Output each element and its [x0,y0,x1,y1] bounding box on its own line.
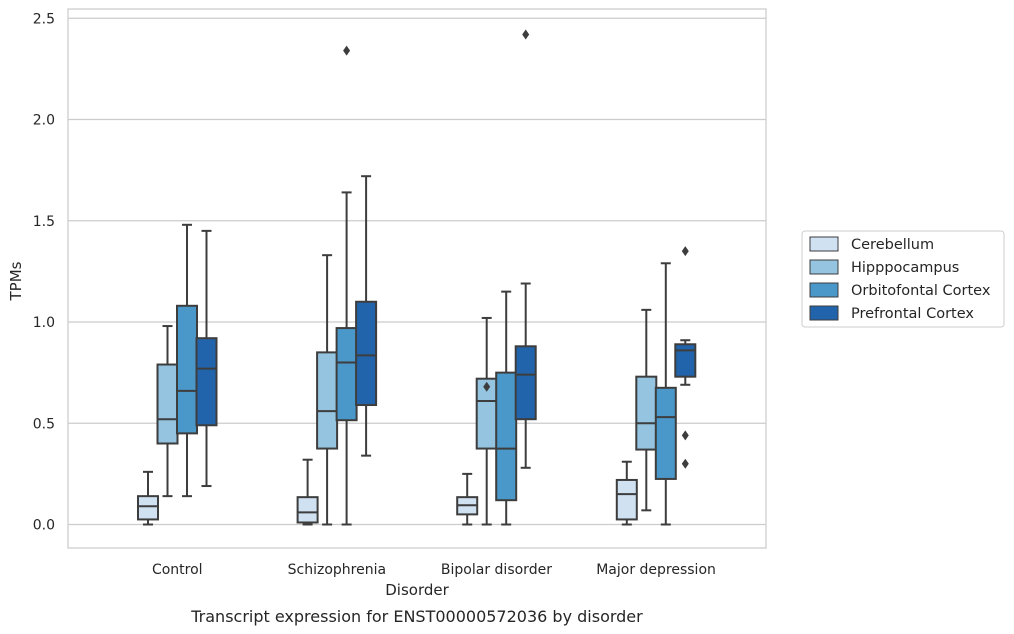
box-hipppocampus [316,254,339,526]
box-iqr [355,300,378,407]
y-tick-label: 1.0 [33,315,55,331]
outlier-point [343,45,351,56]
y-tick-label: 2.0 [33,113,55,129]
box-orbitofontal-cortex [176,223,198,498]
legend-swatch [809,236,839,252]
box-prefrontal-cortex [355,175,378,457]
legend: Cerebellum Hipppocampus Orbitofontal Corte… [801,230,1005,328]
box-iqr [674,343,697,378]
legend-label: Orbitofontal Cortex [851,283,991,299]
legend-swatch [809,305,839,321]
legend-label: Hipppocampus [851,260,959,276]
y-tick-labels: 0.0 0.5 1.0 1.5 2.0 2.5 [33,11,55,533]
box-iqr [176,304,198,435]
box-cerebellum [615,460,638,526]
box-iqr [615,478,638,521]
box-cerebellum [296,458,319,526]
box-hipppocampus [156,325,179,498]
x-axis-title: Disorder [385,581,449,599]
box-iqr [495,371,518,502]
box-orbitofontal-cortex [654,262,677,526]
x-tick-label: Schizophrenia [288,562,386,578]
legend-label: Prefrontal Cortex [851,306,974,322]
legend-frame [801,230,1005,328]
legend-swatch [809,259,839,275]
plot-frame [67,8,767,549]
legend-items: Cerebellum Hipppocampus Orbitofontal Corte… [809,236,991,322]
box-cerebellum [456,472,479,526]
box-prefrontal-cortex [195,229,218,488]
box-iqr [137,495,159,521]
box-prefrontal-cortex [674,246,697,469]
outlier-point [483,381,491,392]
box-iqr [156,363,179,445]
y-tick-label: 0.0 [33,518,55,534]
chart-caption: Transcript expression for ENST0000057203… [190,607,643,626]
box-prefrontal-cortex [514,29,537,469]
x-tick-label: Bipolar disorder [441,562,552,578]
legend-label: Cerebellum [851,237,934,253]
box-iqr [195,337,218,427]
box-iqr [514,345,537,421]
box-orbitofontal-cortex [335,45,358,526]
box-iqr [654,386,677,480]
x-tick-labels: Control Schizophrenia Bipolar disorder Majo… [152,562,716,578]
x-tick-label: Control [152,562,203,578]
legend-swatch [809,282,839,298]
box-iqr [335,327,358,422]
box-iqr [296,496,319,524]
y-tick-label: 0.5 [33,416,55,432]
outlier-point [681,430,689,441]
box-iqr [635,375,658,451]
box-hipppocampus [635,308,658,512]
box-hipppocampus [475,316,498,526]
y-tick-label: 2.5 [33,11,55,27]
box-iqr [316,351,339,450]
y-axis-title: TPMs [7,261,25,301]
outlier-point [681,246,689,257]
outlier-point [681,458,689,469]
box-cerebellum [137,470,159,526]
y-tick-label: 1.5 [33,214,55,230]
box-orbitofontal-cortex [495,290,518,526]
boxes [137,29,697,526]
x-tick-label: Major depression [596,562,716,578]
outlier-point [522,29,530,40]
